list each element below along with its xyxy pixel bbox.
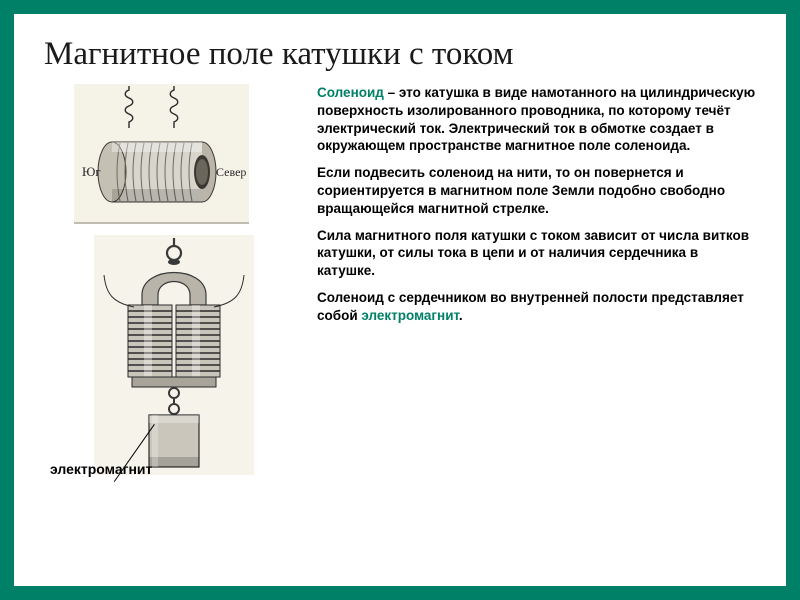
figure-electromagnet	[94, 235, 299, 480]
paragraph-4: Соленоид с сердечником во внутренней пол…	[317, 289, 756, 325]
paragraph-1: Соленоид – это катушка в виде намотанног…	[317, 84, 756, 155]
content-row: Юг Север	[44, 84, 756, 480]
electromagnet-label: электромагнит	[50, 461, 152, 478]
figures-column: Юг Север	[44, 84, 299, 480]
paragraph-3: Сила магнитного поля катушки с током зав…	[317, 227, 756, 280]
term-electromagnet: электромагнит	[361, 308, 459, 323]
term-solenoid: Соленоид	[317, 85, 384, 100]
page-title: Магнитное поле катушки с током	[44, 36, 756, 74]
label-south: Юг	[82, 164, 101, 179]
paragraph-2: Если подвесить соленоид на нити, то он п…	[317, 164, 756, 217]
figure-solenoid-hanging: Юг Север	[74, 84, 249, 229]
text-column: Соленоид – это катушка в виде намотанног…	[317, 84, 756, 480]
label-north: Север	[216, 165, 246, 179]
slide-frame: Магнитное поле катушки с током	[14, 14, 786, 586]
